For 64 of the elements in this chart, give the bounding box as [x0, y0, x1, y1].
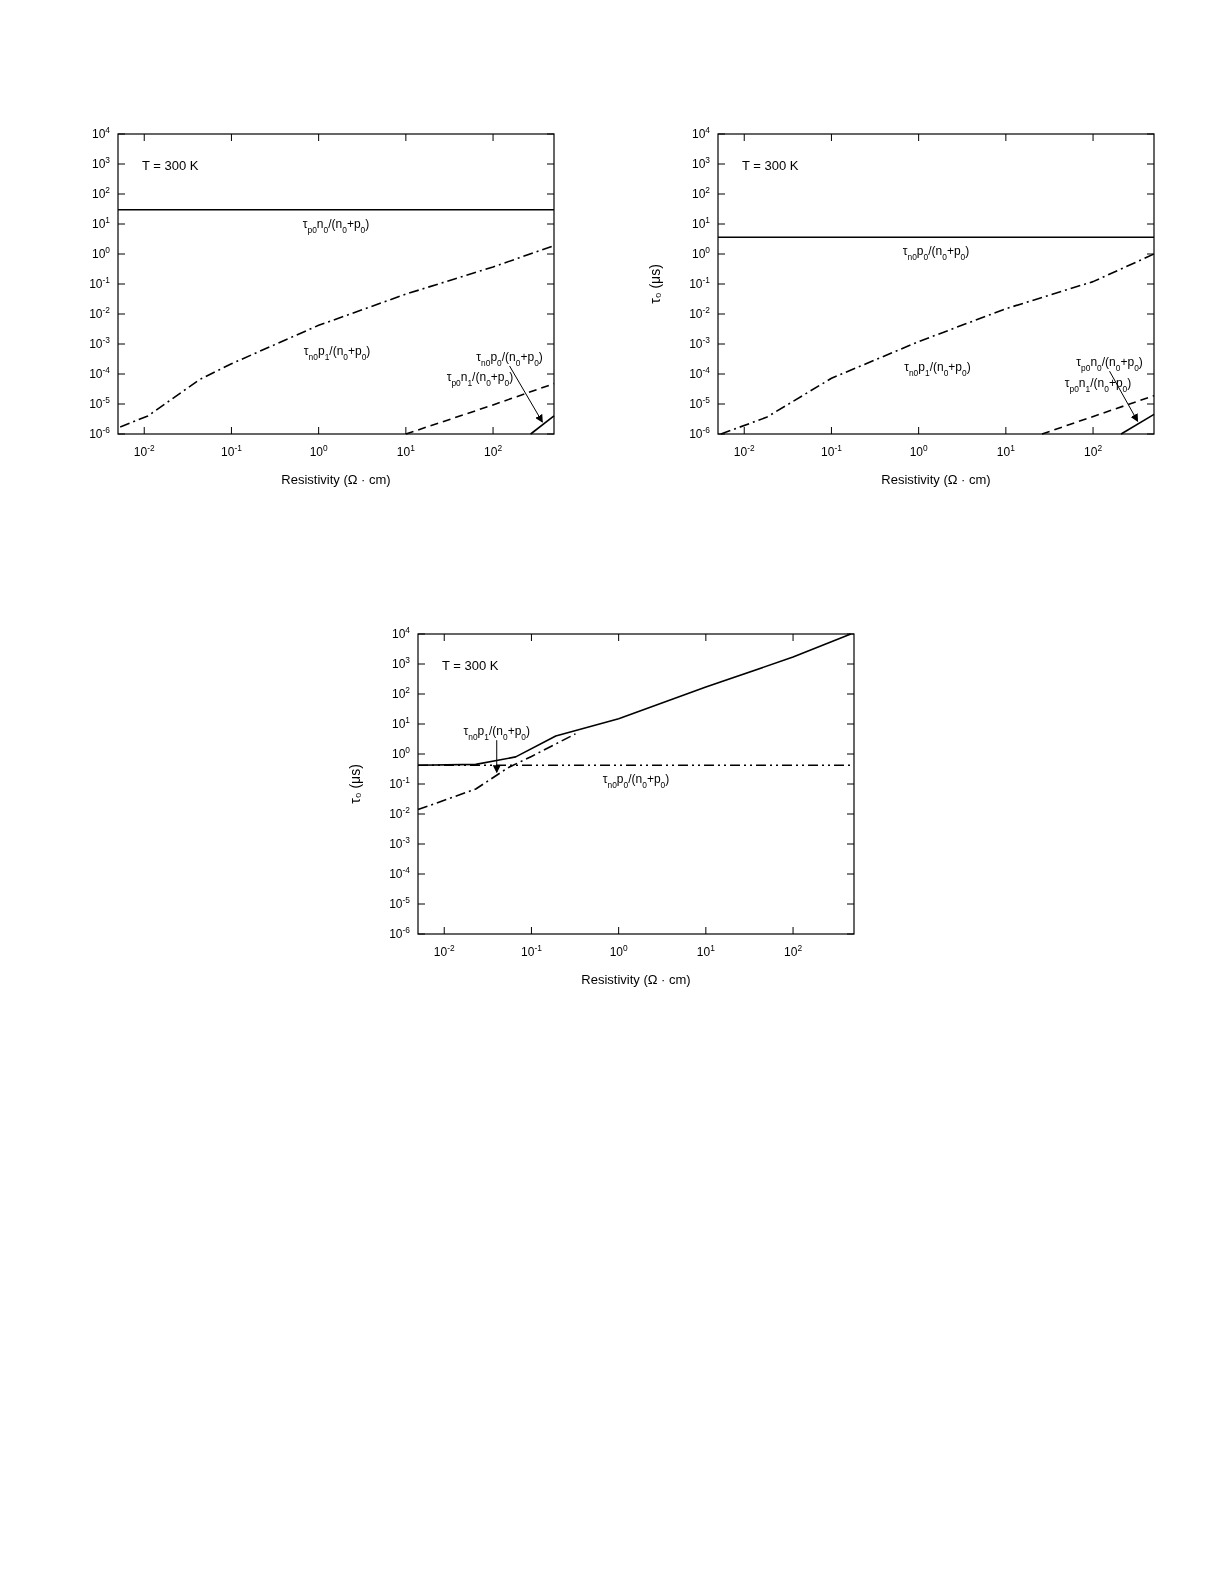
text: τ$_{n0}$p$_{1}$/(n$_{0}$+p$_{0}$) — [463, 724, 530, 743]
text: τ$_{n0}$p$_{0}$/(n$_{0}$+p$_{0}$) — [602, 772, 670, 791]
y-tick-label: 10$^{4}$ — [691, 125, 711, 142]
y-tick-label: 10$^{3}$ — [391, 655, 411, 672]
x-axis-title: Resistivity (Ω · cm) — [281, 472, 391, 487]
y-tick-label: 10$^{3}$ — [691, 155, 711, 172]
x-tick-label: 10$^{-1}$ — [821, 443, 843, 459]
x-tick-label: 10$^{0}$ — [909, 443, 928, 459]
y-tick-label: 10$^{1}$ — [91, 215, 111, 232]
y-axis-title: τ₀ (μs) — [347, 764, 363, 804]
x-tick-label: 10$^{-1}$ — [521, 943, 543, 959]
y-tick-label: 10$^{1}$ — [691, 215, 711, 232]
y-tick-label: 10$^{0}$ — [691, 245, 711, 262]
x-tick-label: 10$^{-1}$ — [221, 443, 243, 459]
x-tick-label: 10$^{2}$ — [784, 943, 803, 959]
x-tick-label: 10$^{2}$ — [484, 443, 503, 459]
x-tick-label: 10$^{-2}$ — [433, 943, 455, 959]
annotation: T = 300 K — [442, 658, 499, 673]
y-tick-label: 10$^{1}$ — [391, 715, 411, 732]
y-tick-label: 10$^{2}$ — [691, 185, 711, 202]
text: τ$_{p0}$n$_{1}$/(n$_{0}$+p$_{0}$) — [1064, 375, 1132, 394]
x-tick-label: 10$^{-2}$ — [733, 443, 755, 459]
annotation: T = 300 K — [742, 158, 799, 173]
y-tick-label: 10$^{-1}$ — [689, 275, 711, 292]
x-tick-label: 10$^{1}$ — [996, 443, 1016, 459]
text: τ$_{n0}$p$_{1}$/(n$_{0}$+p$_{0}$) — [904, 359, 971, 378]
y-axis-title: τ₀ (μs) — [647, 264, 663, 304]
y-tick-label: 10$^{-2}$ — [389, 805, 411, 822]
y-tick-label: 10$^{-4}$ — [689, 365, 711, 382]
text: τ$_{p0}$n$_{0}$/(n$_{0}$+p$_{0}$) — [1076, 355, 1143, 374]
y-tick-label: 10$^{-4}$ — [89, 365, 111, 382]
y-tick-label: 10$^{-6}$ — [89, 425, 111, 442]
text: τ$_{n0}$p$_{1}$/(n$_{0}$+p$_{0}$) — [303, 343, 371, 362]
y-tick-label: 10$^{4}$ — [391, 625, 411, 642]
text: τ$_{p0}$n$_{0}$/(n$_{0}$+p$_{0}$) — [302, 216, 370, 235]
y-tick-label: 10$^{-4}$ — [389, 865, 411, 882]
y-tick-label: 10$^{-2}$ — [89, 305, 111, 322]
x-axis-title: Resistivity (Ω · cm) — [881, 472, 991, 487]
x-axis-title: Resistivity (Ω · cm) — [581, 972, 691, 987]
y-tick-label: 10$^{-5}$ — [689, 395, 711, 412]
x-tick-label: 10$^{2}$ — [1084, 443, 1103, 459]
y-tick-label: 10$^{-1}$ — [89, 275, 111, 292]
x-tick-label: 10$^{-2}$ — [133, 443, 155, 459]
y-tick-label: 10$^{-5}$ — [389, 895, 411, 912]
y-tick-label: 10$^{-6}$ — [389, 925, 411, 942]
y-tick-label: 10$^{-6}$ — [689, 425, 711, 442]
y-tick-label: 10$^{-3}$ — [389, 835, 411, 852]
text: τ$_{p0}$n$_{1}$/(n$_{0}$+p$_{0}$) — [446, 370, 514, 389]
y-tick-label: 10$^{2}$ — [91, 185, 111, 202]
y-tick-label: 10$^{0}$ — [91, 245, 111, 262]
y-tick-label: 10$^{-1}$ — [389, 775, 411, 792]
text: τ$_{n0}$p$_{0}$/(n$_{0}$+p$_{0}$) — [902, 244, 970, 263]
y-tick-label: 10$^{-5}$ — [89, 395, 111, 412]
annotation: T = 300 K — [142, 158, 199, 173]
y-tick-label: 10$^{-3}$ — [689, 335, 711, 352]
text: τ$_{n0}$p$_{0}$/(n$_{0}$+p$_{0}$) — [476, 349, 543, 368]
y-tick-label: 10$^{-2}$ — [689, 305, 711, 322]
y-tick-label: 10$^{4}$ — [91, 125, 111, 142]
y-tick-label: 10$^{2}$ — [391, 685, 411, 702]
y-tick-label: 10$^{-3}$ — [89, 335, 111, 352]
x-tick-label: 10$^{0}$ — [609, 943, 628, 959]
x-tick-label: 10$^{0}$ — [309, 443, 328, 459]
y-tick-label: 10$^{3}$ — [91, 155, 111, 172]
y-tick-label: 10$^{0}$ — [391, 745, 411, 762]
